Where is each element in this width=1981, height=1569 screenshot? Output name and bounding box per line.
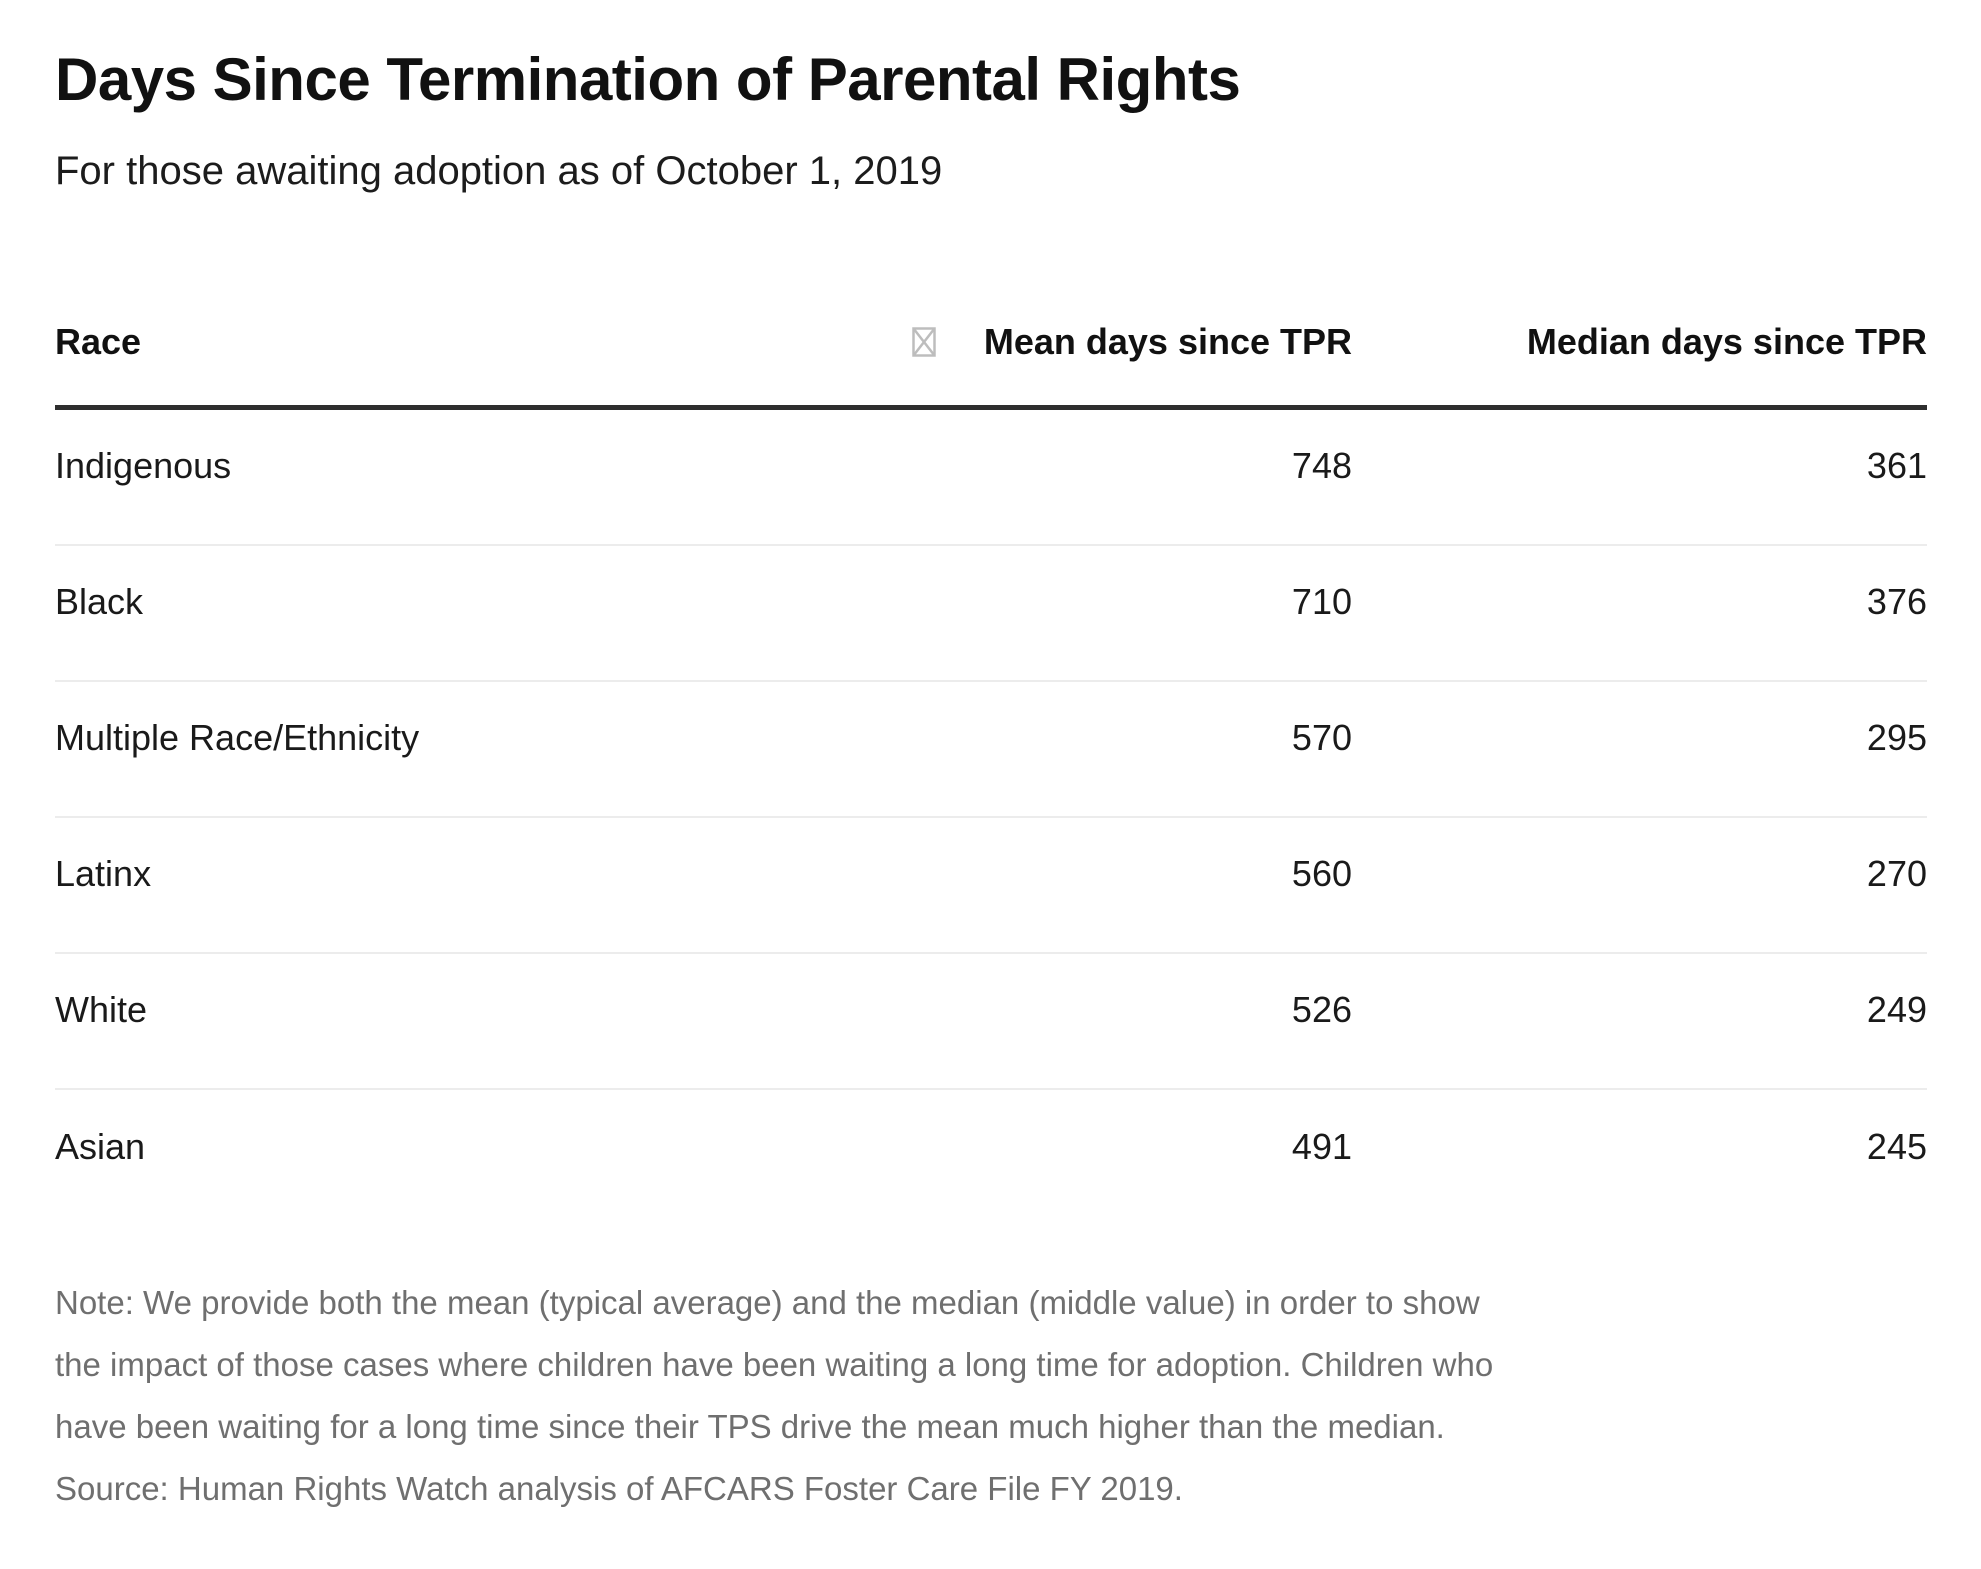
mean-value: 710 (1291, 581, 1352, 623)
source-line: Source: Human Rights Watch analysis of A… (55, 1470, 1183, 1508)
column-header-race: Race (55, 321, 142, 363)
note-line: Note: We provide both the mean (typical … (55, 1284, 1480, 1322)
page-subtitle: For those awaiting adoption as of Octobe… (55, 149, 943, 194)
median-value: 376 (1866, 581, 1927, 623)
footnote-block: Note: We provide both the mean (typical … (55, 1272, 1927, 1520)
column-header-mean: Mean days since TPR (872, 321, 1352, 363)
median-value: 245 (1866, 1126, 1927, 1168)
mean-value: 560 (1291, 853, 1352, 895)
median-value: 270 (1866, 853, 1927, 895)
race-label: White (55, 989, 148, 1031)
note-line: have been waiting for a long time since … (55, 1408, 1445, 1446)
page-title: Days Since Termination of Parental Right… (55, 46, 1241, 113)
table-row: Black 710 376 (55, 546, 1927, 683)
column-header-mean-label: Mean days since TPR (983, 321, 1352, 363)
race-label: Indigenous (55, 445, 232, 487)
race-label: Black (55, 581, 144, 623)
column-header-median: Median days since TPR (1526, 321, 1927, 363)
mean-value: 748 (1291, 445, 1352, 487)
table-row: White 526 249 (55, 954, 1927, 1091)
table-row: Indigenous 748 361 (55, 410, 1927, 547)
median-value: 295 (1866, 717, 1927, 759)
race-label: Asian (55, 1126, 146, 1168)
data-table: Race Mean days since TPR Median days sin… (55, 321, 1927, 1226)
median-value: 249 (1866, 989, 1927, 1031)
race-label: Multiple Race/Ethnicity (55, 717, 420, 759)
mean-value: 526 (1291, 989, 1352, 1031)
table-row: Multiple Race/Ethnicity 570 295 (55, 682, 1927, 819)
race-label: Latinx (55, 853, 152, 895)
table-row: Latinx 560 270 (55, 818, 1927, 955)
table-row: Asian 491 245 (55, 1090, 1927, 1226)
median-value: 361 (1866, 445, 1927, 487)
mean-value: 570 (1291, 717, 1352, 759)
missing-glyph-icon (912, 324, 936, 366)
mean-value: 491 (1291, 1126, 1352, 1168)
table-header-row: Race Mean days since TPR Median days sin… (55, 321, 1927, 411)
note-line: the impact of those cases where children… (55, 1346, 1494, 1384)
